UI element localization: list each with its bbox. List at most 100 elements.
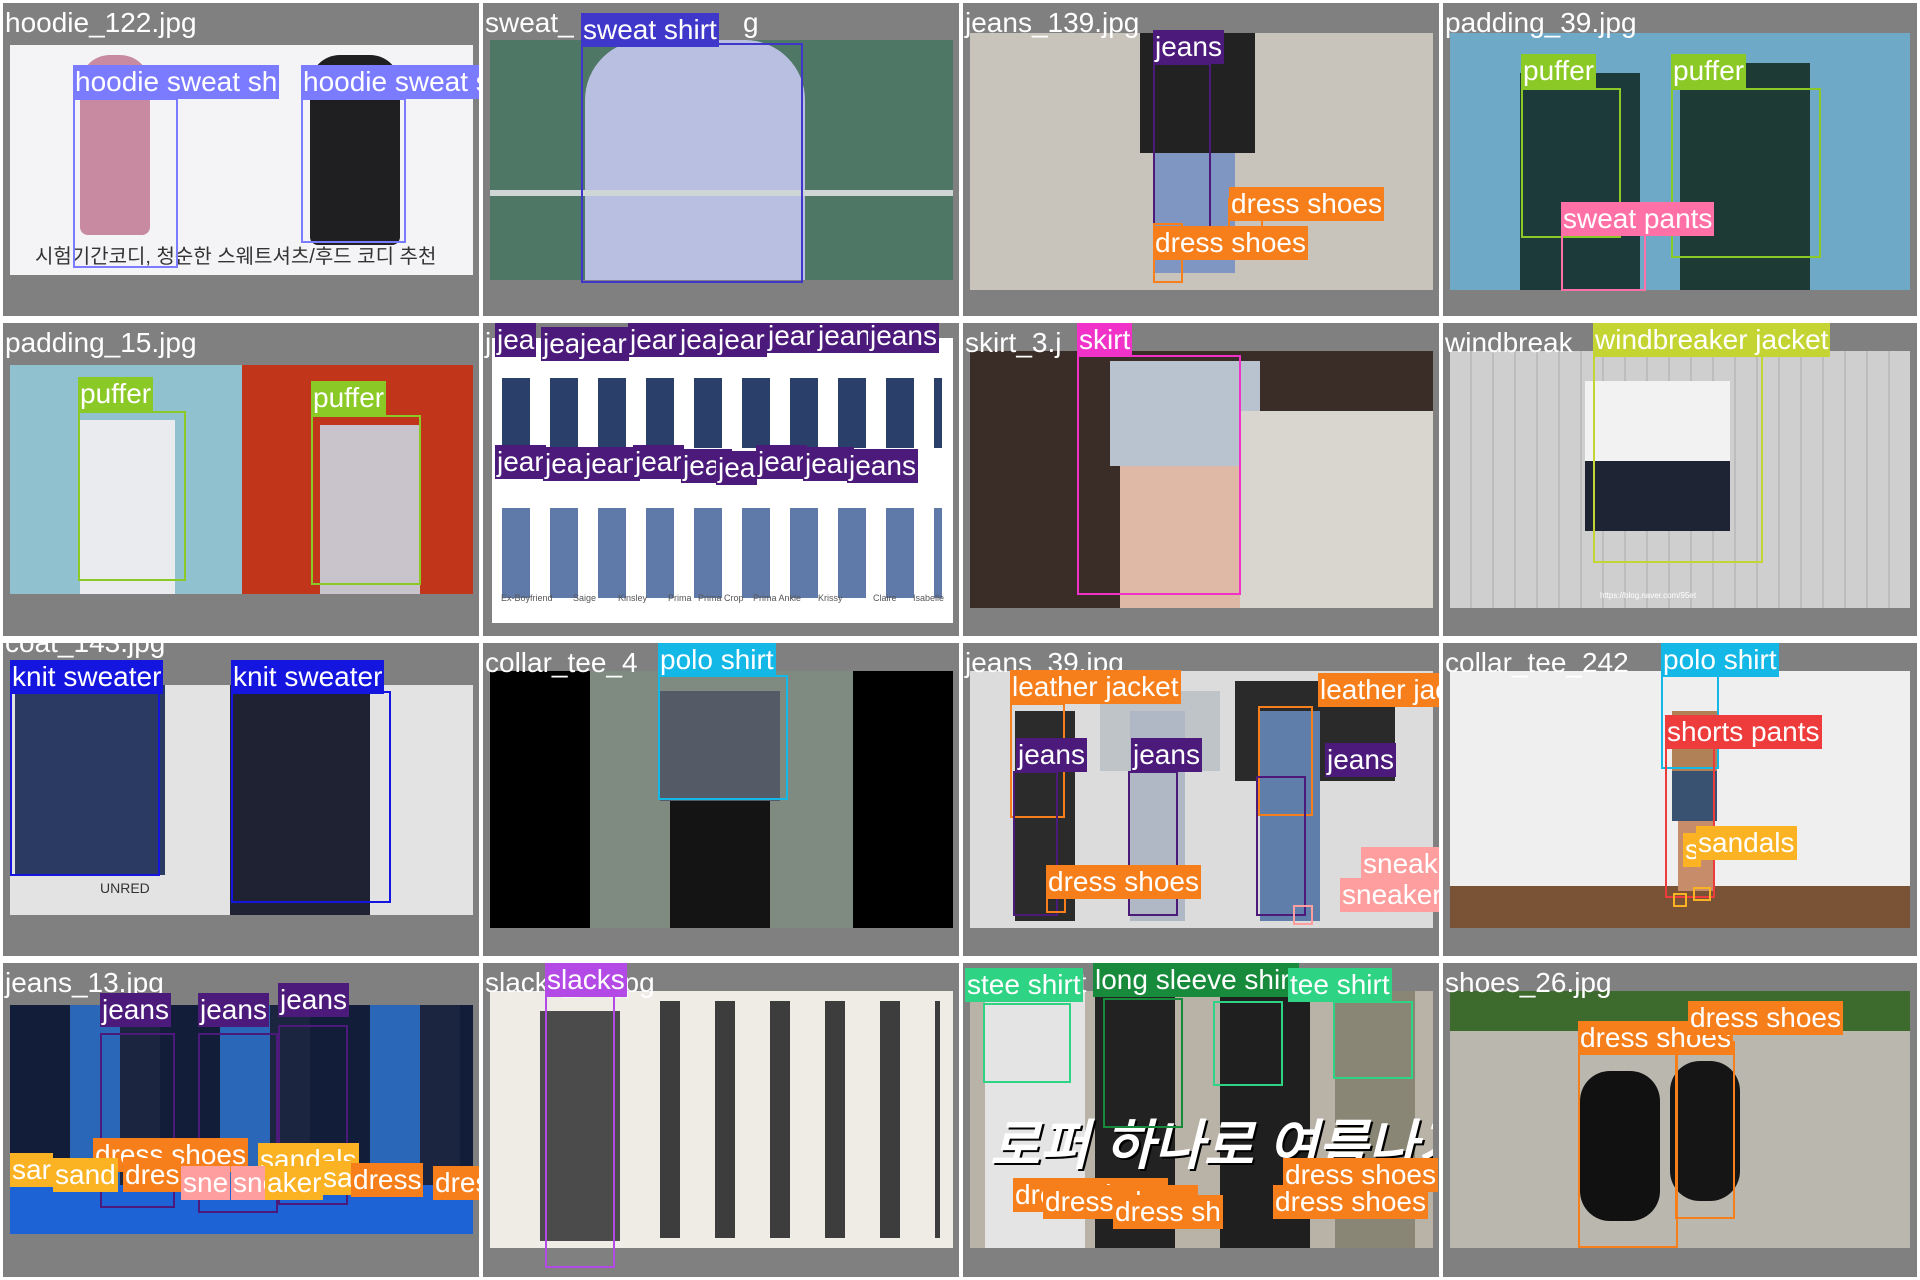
detection-label: aker xyxy=(265,1166,324,1200)
brand-caption: Isabelle xyxy=(913,593,945,603)
tile-collar-tee-242: collar_tee_242 polo shirt shorts pants s… xyxy=(1443,643,1917,956)
detection-box xyxy=(10,691,160,876)
tile-filename: j xyxy=(485,327,492,358)
detection-box xyxy=(1293,905,1313,925)
shoe xyxy=(1580,1071,1660,1221)
detection-box xyxy=(1153,63,1211,228)
tile-filename: sweat_ xyxy=(485,7,574,38)
tile-photo xyxy=(10,365,473,594)
tile-photo: UNRED xyxy=(10,685,473,915)
detection-label: polo shirt xyxy=(1661,643,1779,677)
detection-box xyxy=(1128,771,1178,916)
detection-label: sar xyxy=(10,1153,53,1187)
detection-label: sa xyxy=(321,1161,355,1195)
jacket-top xyxy=(1585,381,1730,461)
tile-windbreaker: https://blog.naver.com/95et windbreak wi… xyxy=(1443,323,1917,636)
detection-label: dress shoes xyxy=(1688,1001,1843,1035)
legs xyxy=(1120,466,1250,608)
tile-filename: jeans_139.jpg xyxy=(965,7,1140,38)
detection-label: dress shoes xyxy=(1153,226,1308,260)
detection-box xyxy=(1013,771,1058,916)
detection-label: leather jacket xyxy=(1318,673,1439,707)
brand-caption: Prima Crop xyxy=(698,593,744,603)
detection-label: windbreaker jacket xyxy=(1593,323,1831,357)
detection-label: jea xyxy=(716,451,758,485)
detection-label: knit sweater xyxy=(10,660,164,694)
detection-label: long sleeve shirt xyxy=(1093,963,1300,997)
detection-label: jear xyxy=(495,445,546,479)
detection-label: jeans xyxy=(868,323,939,353)
detection-label: jean xyxy=(583,447,640,481)
brand-caption: Kinsley xyxy=(618,593,648,603)
tile-slacks-13: slacks_13.jpg slacks xyxy=(483,963,959,1277)
tile-jeans-13: jeans_13.jpg jeans jeans jeans dress sho… xyxy=(3,963,479,1277)
tile-hoodie-122: 시험기간코디, 청순한 스웨트셔츠/후드 코디 추천 hoodie_122.jp… xyxy=(3,3,479,316)
detection-box xyxy=(231,691,391,903)
detection-label: jea xyxy=(541,327,583,361)
person-figure xyxy=(1680,63,1810,290)
detection-label: sand xyxy=(53,1158,118,1192)
tile-sweat-shirt: sweat_ g sweat shirt xyxy=(483,3,959,316)
detection-label: puffer xyxy=(311,381,387,415)
jeans-row xyxy=(502,378,942,448)
detection-box xyxy=(1333,1001,1413,1079)
detection-label: shorts pants xyxy=(1665,715,1822,749)
tile-filename: padding_39.jpg xyxy=(1445,7,1637,38)
detection-box xyxy=(1578,1053,1678,1248)
detection-box xyxy=(983,1003,1071,1083)
detection-box xyxy=(581,43,803,283)
detection-label: sweat shirt xyxy=(581,13,719,47)
brand-caption: Claire xyxy=(873,593,897,603)
url-caption: https://blog.naver.com/95et xyxy=(1600,591,1697,600)
detection-label: jeans xyxy=(1325,743,1396,777)
person-figure xyxy=(80,420,175,594)
detection-label: puffer xyxy=(1521,54,1597,88)
detection-label: skirt xyxy=(1077,323,1133,357)
detection-label: jeans xyxy=(1153,30,1224,64)
detection-label: jea xyxy=(678,323,720,357)
detection-label: hoodie sweat sh xyxy=(73,65,280,99)
tile-filename: collar_tee_242 xyxy=(1445,647,1629,678)
detection-box xyxy=(301,98,406,243)
detection-label: jear xyxy=(803,447,854,481)
shoe xyxy=(1670,1061,1740,1201)
photo-caption: 시험기간코디, 청순한 스웨트셔츠/후드 코디 추천 xyxy=(35,246,437,268)
brand-caption: Krissy xyxy=(818,593,843,603)
detection-box xyxy=(1521,88,1621,238)
detection-box xyxy=(1561,228,1646,291)
tile-collar-tee-4: collar_tee_4 polo shirt xyxy=(483,643,959,956)
detection-label: sne xyxy=(181,1166,231,1200)
tile-photo xyxy=(970,351,1433,608)
tile-jeans-139: jeans_139.jpg jeans dress shoes dress sh… xyxy=(963,3,1439,316)
detection-box xyxy=(1213,1001,1283,1086)
detection-box xyxy=(1675,1041,1735,1219)
person-figure xyxy=(1260,711,1320,921)
person-figure xyxy=(230,685,370,915)
brand-caption: Prima xyxy=(668,593,692,603)
detection-label: puffer xyxy=(1671,54,1747,88)
detection-label: jear xyxy=(633,445,684,479)
detection-label: dres xyxy=(123,1158,182,1192)
skirt-shape xyxy=(1110,361,1260,466)
detection-label: dress sh xyxy=(1113,1195,1223,1229)
tile-filename-tail: g xyxy=(743,7,759,38)
tile-filename: jeans_13.jpg xyxy=(5,967,164,998)
tile-photo: https://blog.naver.com/95et xyxy=(1450,351,1910,608)
detection-label: leather jacket xyxy=(1010,670,1181,704)
detection-label: jear xyxy=(578,327,629,361)
tile-padding-15: padding_15.jpg puffer puffer xyxy=(3,323,479,636)
detection-label: jea xyxy=(495,323,537,357)
detection-label: jeans xyxy=(1016,738,1087,772)
detection-label: stee shirt xyxy=(965,968,1083,1002)
detection-label: jeans xyxy=(278,983,349,1017)
tile-photo xyxy=(490,40,953,280)
brand-caption: Ex-Boyfriend xyxy=(501,593,553,603)
detection-label: jear xyxy=(766,323,817,353)
tile-padding-39: padding_39.jpg puffer puffer sweat pants xyxy=(1443,3,1917,316)
detection-label: dress shoes xyxy=(433,1166,479,1200)
tile-skirt-3: skirt_3.j skirt xyxy=(963,323,1439,636)
jacket-bottom xyxy=(1585,461,1730,531)
tile-filename: windbreak xyxy=(1445,327,1573,358)
